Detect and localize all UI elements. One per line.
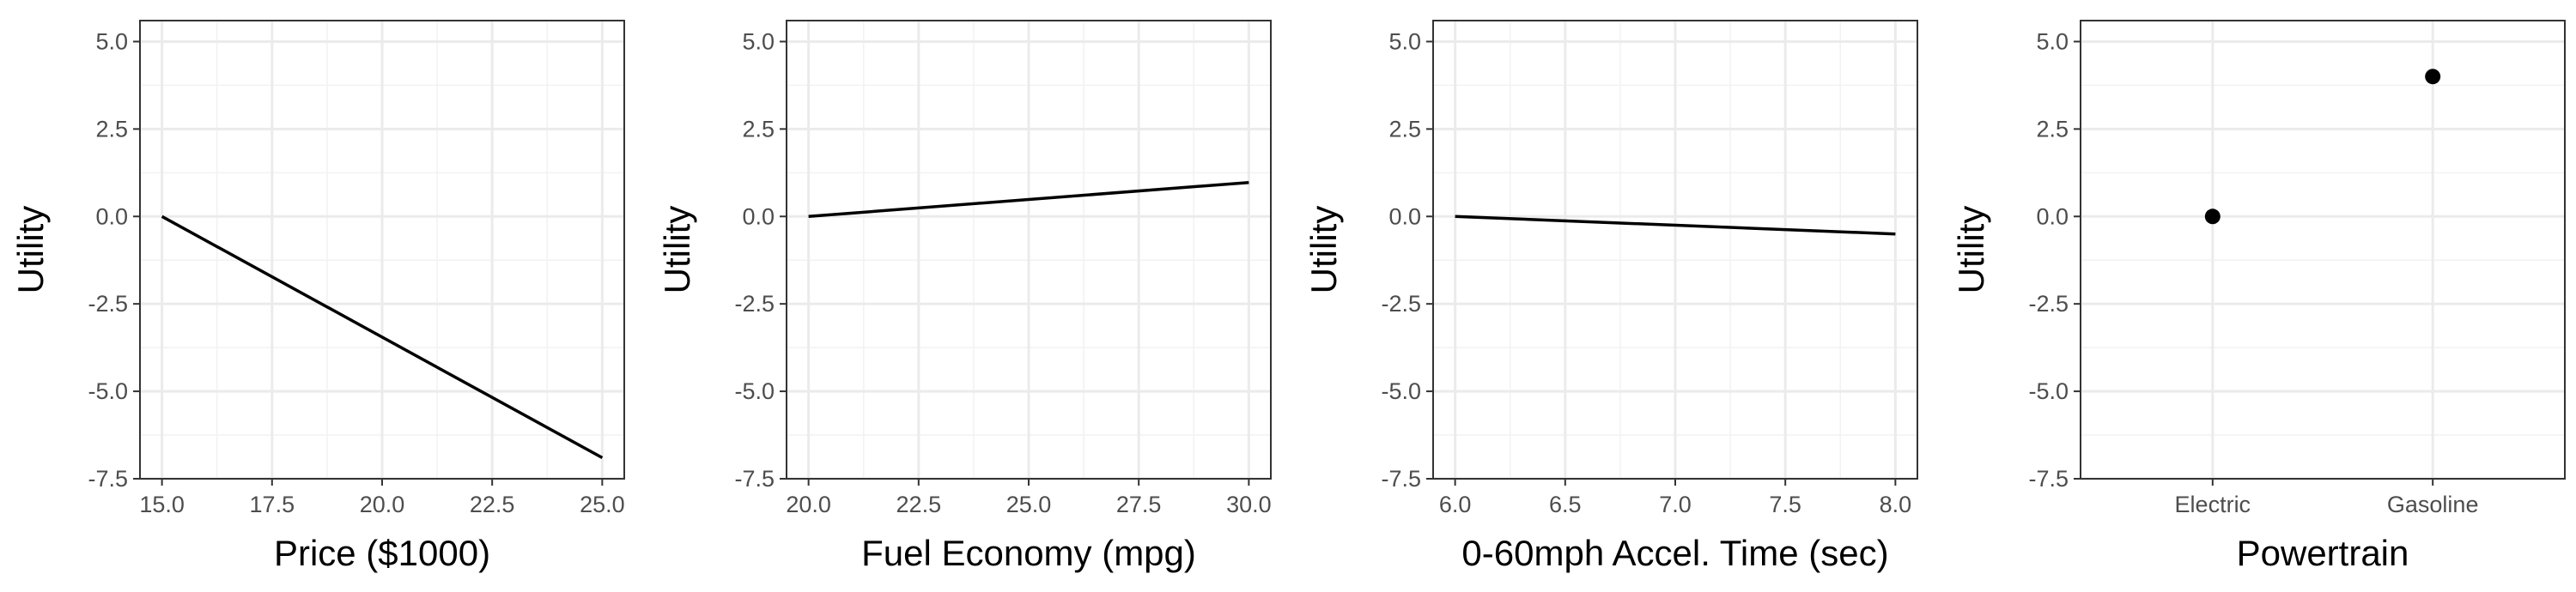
y-tick-label: -2.5 [88, 291, 128, 317]
x-tick-label: 25.0 [580, 492, 625, 517]
x-tick-label: 22.5 [470, 492, 515, 517]
y-tick-label: 5.0 [1388, 28, 1421, 54]
y-tick-label: 5.0 [95, 28, 128, 54]
y-tick-label: -2.5 [1381, 291, 1421, 317]
x-tick-label: Electric [2175, 492, 2251, 517]
y-tick-label: -5.0 [2028, 378, 2069, 404]
y-axis-title: Utility [1951, 206, 1991, 294]
y-tick-label: -5.0 [88, 378, 128, 404]
y-tick-label: 0.0 [95, 203, 128, 229]
x-tick-label: 7.5 [1769, 492, 1801, 517]
y-tick-label: -5.0 [1381, 378, 1421, 404]
x-tick-label: 20.0 [360, 492, 405, 517]
x-axis-title: 0-60mph Accel. Time (sec) [1461, 533, 1888, 573]
data-line [1455, 214, 1896, 236]
y-tick-label: -2.5 [2028, 291, 2069, 317]
x-axis-title: Powertrain [2237, 533, 2409, 573]
y-tick-label: 5.0 [2036, 28, 2069, 54]
chart-panel-2: -7.5 -5.0 -2.5 0.0 2.5 5.0 20.0 22.5 25.0 27.5 30.… [657, 20, 1272, 573]
y-tick-label: 0.0 [1388, 203, 1421, 229]
y-tick-label: 2.5 [2036, 116, 2069, 142]
chart-panel-3: -7.5 -5.0 -2.5 0.0 2.5 5.0 6.0 6.5 7.0 7.5 8.0 0-60… [1303, 20, 1918, 573]
y-tick-label: 2.5 [95, 116, 128, 142]
panel-border [2080, 20, 2566, 480]
y-tick-label: 0.0 [2036, 203, 2069, 229]
data-point-gasoline [2425, 69, 2441, 85]
x-tick-label: 15.0 [139, 492, 185, 517]
y-tick-label: -7.5 [734, 466, 775, 492]
chart-panel-4: -7.5 -5.0 -2.5 0.0 2.5 5.0 Electric Gasoline Pow… [1951, 20, 2566, 573]
y-tick-label: -7.5 [88, 466, 128, 492]
x-tick-label: 6.5 [1549, 492, 1582, 517]
y-tick-label: 0.0 [742, 203, 775, 229]
x-tick-label: 20.0 [786, 492, 831, 517]
chart-panel-1: -7.5 -5.0 -2.5 0.0 2.5 5.0 15.0 17.5 20.0 22.5 25.… [10, 20, 625, 573]
data-line [161, 214, 604, 460]
y-tick-label: 5.0 [742, 28, 775, 54]
x-tick-label: 6.0 [1439, 492, 1472, 517]
x-tick-label: 8.0 [1880, 492, 1912, 517]
y-axis-title: Utility [657, 206, 697, 294]
y-tick-label: -7.5 [1381, 466, 1421, 492]
x-axis-title: Price ($1000) [274, 533, 490, 573]
y-tick-label: 2.5 [1388, 116, 1421, 142]
y-tick-label: 2.5 [742, 116, 775, 142]
data-line [808, 180, 1249, 219]
x-axis-title: Fuel Economy (mpg) [861, 533, 1196, 573]
x-tick-label: 7.0 [1659, 492, 1692, 517]
y-tick-label: -7.5 [2028, 466, 2069, 492]
x-tick-label: 22.5 [896, 492, 942, 517]
y-axis-title: Utility [1303, 206, 1344, 294]
x-tick-label: 17.5 [250, 492, 295, 517]
y-tick-label: -2.5 [734, 291, 775, 317]
x-tick-label: 30.0 [1226, 492, 1272, 517]
y-tick-label: -5.0 [734, 378, 775, 404]
y-axis-title: Utility [10, 206, 51, 294]
x-tick-label: Gasoline [2387, 492, 2479, 517]
data-point-electric [2204, 208, 2221, 225]
x-tick-label: 27.5 [1116, 492, 1162, 517]
x-tick-label: 25.0 [1006, 492, 1052, 517]
